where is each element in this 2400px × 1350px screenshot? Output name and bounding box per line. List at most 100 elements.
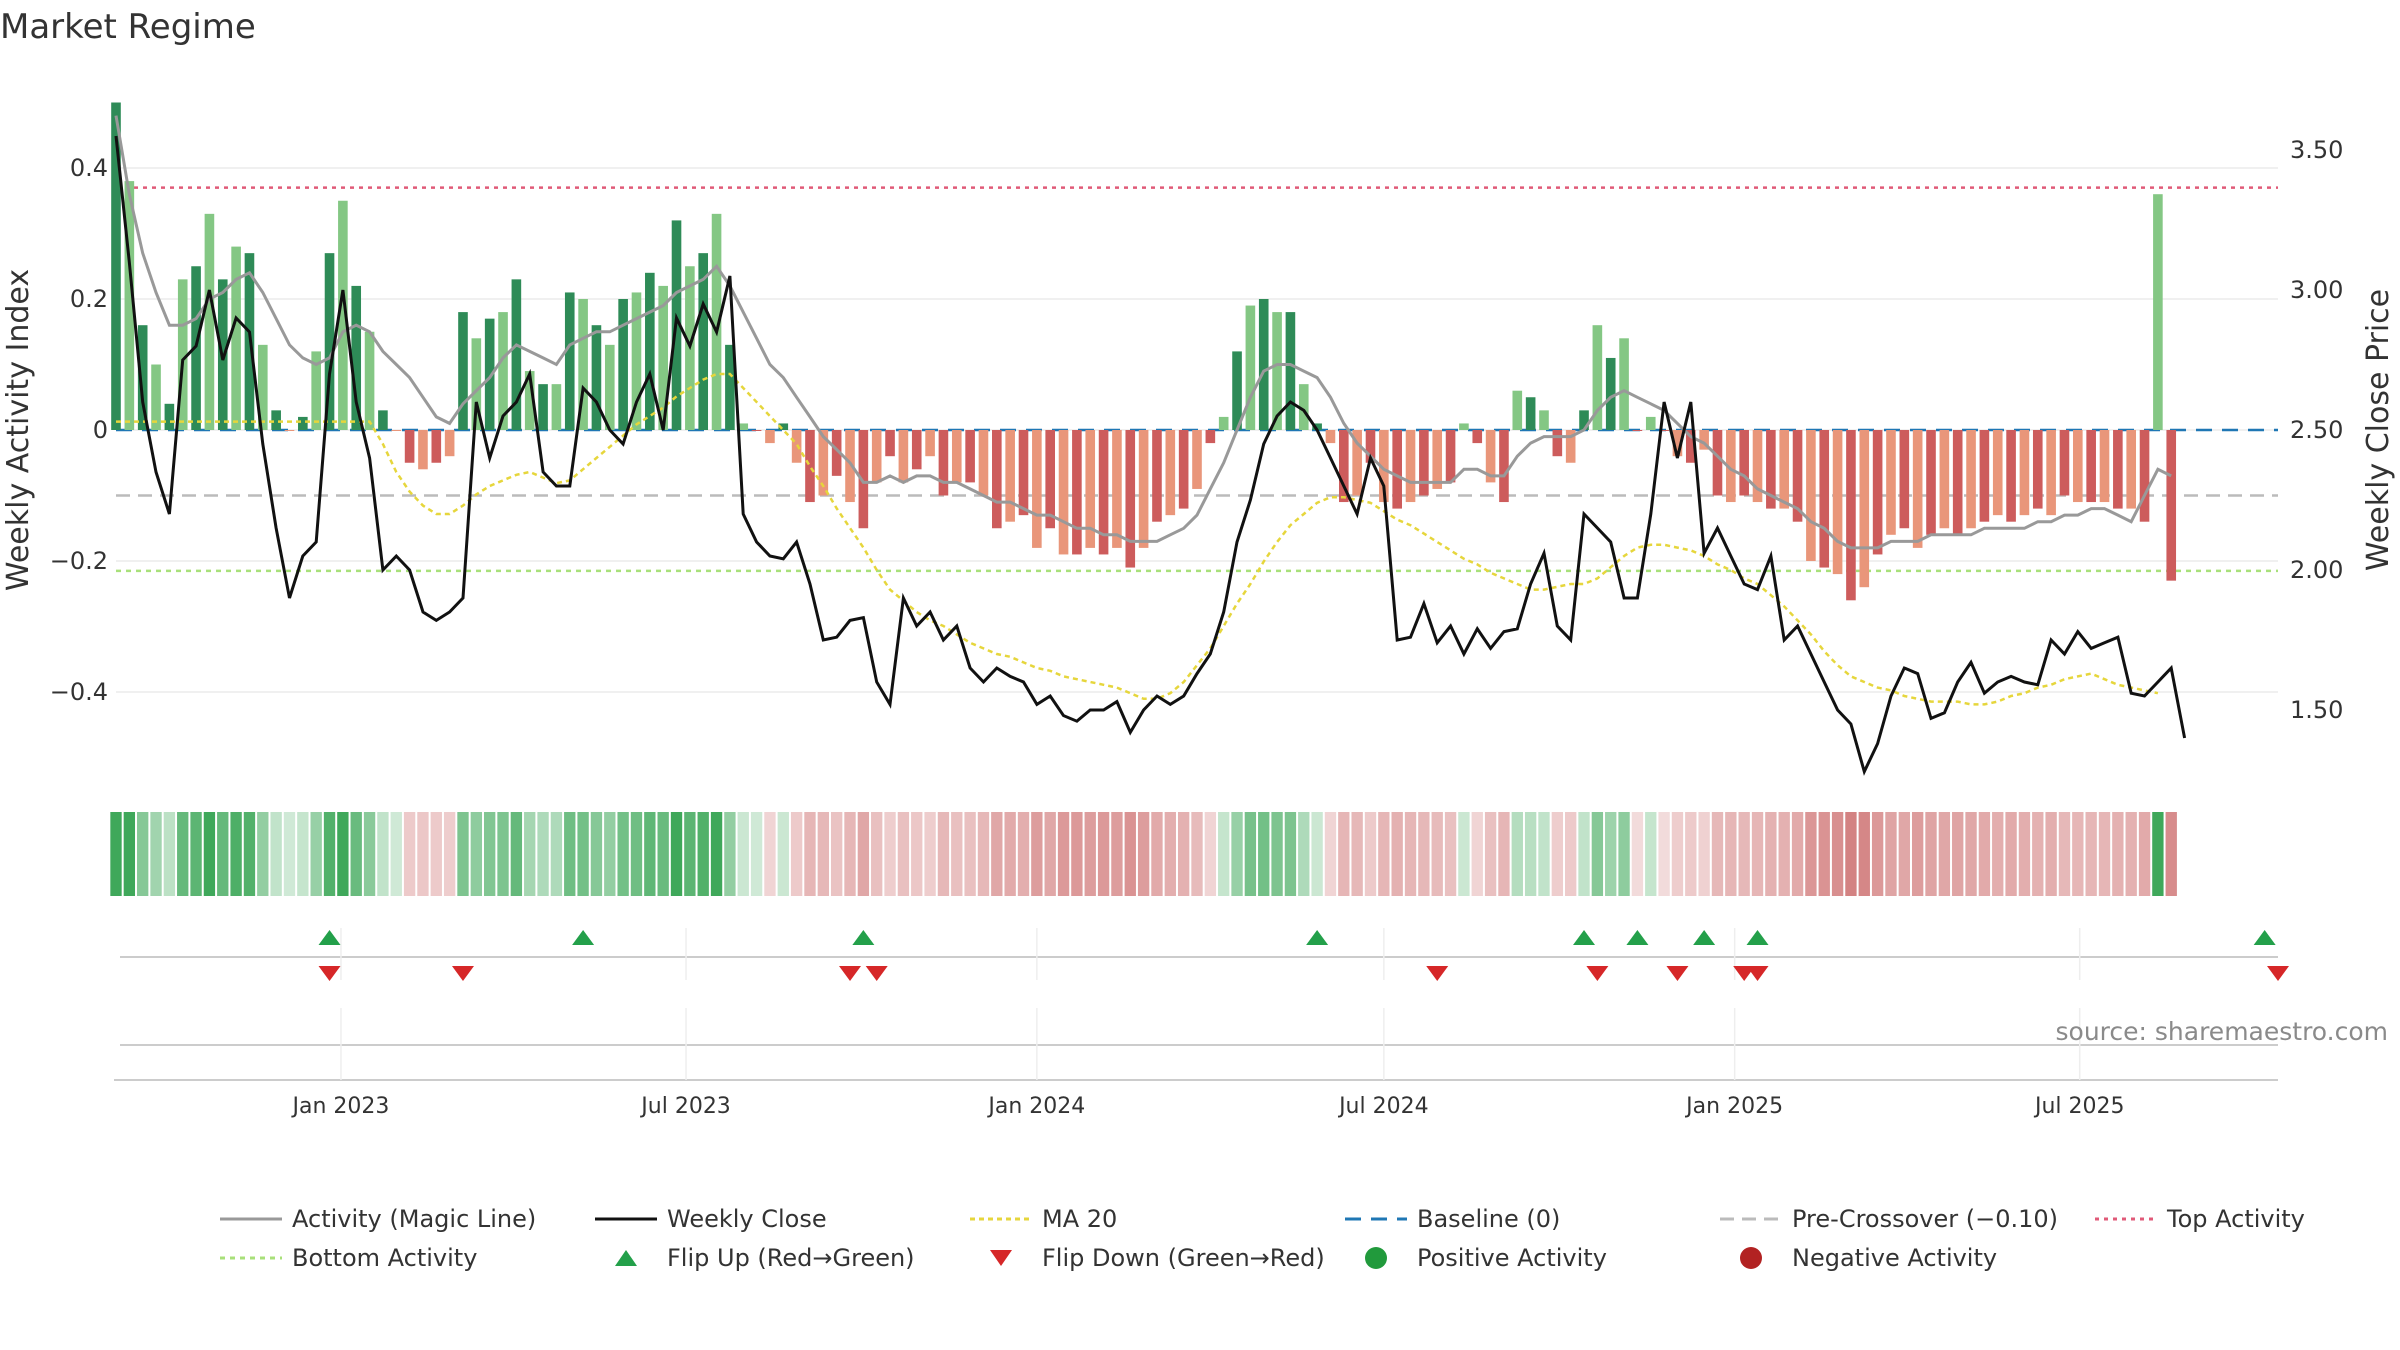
legend-label-negative: Negative Activity <box>1792 1244 1997 1272</box>
regime-strip-cell <box>1911 812 1924 896</box>
regime-strip-cell <box>924 812 936 896</box>
activity-bar <box>1152 430 1162 522</box>
regime-strip-cell <box>937 812 950 896</box>
chart-title: Market Regime <box>0 7 256 47</box>
regime-strip-cell <box>1391 812 1403 896</box>
activity-bar <box>124 181 135 430</box>
flip-down-marker <box>865 966 888 981</box>
regime-strip-cell <box>1605 812 1617 896</box>
regime-strip-cell <box>1551 812 1564 896</box>
regime-strip-cell <box>1404 812 1417 896</box>
activity-bar <box>2006 430 2016 522</box>
regime-strip-cell <box>1565 812 1577 896</box>
activity-bar <box>1752 430 1763 503</box>
regime-strip-cell <box>2138 812 2151 896</box>
regime-strip-cell <box>2018 812 2031 896</box>
activity-bar <box>1432 430 1443 489</box>
regime-strip-cell <box>497 812 509 896</box>
activity-bar <box>1472 430 1483 444</box>
activity-bar <box>1072 430 1082 555</box>
regime-strip-cell <box>1524 812 1537 896</box>
y-tick-right: 3.00 <box>2290 276 2343 304</box>
regime-strip-cell <box>857 812 870 896</box>
activity-bar <box>2032 430 2043 509</box>
activity-bar <box>898 430 909 483</box>
activity-bar <box>524 371 535 430</box>
regime-strip-cell <box>123 812 136 896</box>
regime-strip-cell <box>1004 812 1016 896</box>
legend-label-positive: Positive Activity <box>1417 1244 1607 1272</box>
activity-bar <box>1058 430 1069 555</box>
activity-bar <box>1712 430 1723 496</box>
regime-strip-cell <box>524 812 536 896</box>
x-tick-label: Jul 2025 <box>2033 1094 2125 1119</box>
regime-strip-cell <box>1258 812 1270 896</box>
regime-strip-cell <box>1378 812 1390 896</box>
y-tick-left: 0 <box>93 416 108 444</box>
flip-down-marker <box>1746 966 1769 981</box>
legend-swatch-negative <box>1740 1247 1762 1269</box>
regime-strip-cell <box>2125 812 2137 896</box>
activity-bar <box>1552 430 1563 457</box>
activity-bar <box>1459 423 1469 430</box>
regime-strip-cell <box>2045 812 2057 896</box>
activity-bar <box>1886 430 1896 535</box>
activity-bar <box>458 312 468 430</box>
activity-bar <box>1419 430 1429 496</box>
legend-label-bottom_activity: Bottom Activity <box>292 1244 477 1272</box>
activity-bar <box>1966 430 1976 529</box>
activity-bar <box>1619 338 1629 430</box>
regime-strip-cell <box>750 812 763 896</box>
legend-label-baseline: Baseline (0) <box>1417 1205 1560 1233</box>
regime-strip-cell <box>1725 812 1737 896</box>
flip-up-marker <box>572 930 595 945</box>
regime-strip-cell <box>911 812 923 896</box>
activity-bar <box>404 430 415 463</box>
regime-strip-cell <box>630 812 643 896</box>
activity-bar <box>177 279 188 430</box>
activity-bar <box>1325 430 1336 444</box>
activity-bar <box>711 213 722 430</box>
activity-bar <box>418 430 428 470</box>
regime-strip-cell <box>884 812 896 896</box>
regime-strip-cell <box>1618 812 1630 896</box>
activity-bar <box>2099 430 2110 503</box>
activity-bar <box>2059 430 2070 496</box>
timeline-axis: Jan 2023 Jul 2023 Jan 2024 Jul 2024 Jan 2025… <box>114 1008 2278 1119</box>
regime-strip-cell <box>417 812 429 896</box>
regime-strip-cell <box>484 812 496 896</box>
regime-strip-cell <box>1177 812 1190 896</box>
activity-bar <box>978 430 989 496</box>
flip-down-marker <box>1426 966 1449 981</box>
ma20-series <box>116 372 2159 706</box>
regime-strip-cell <box>243 812 256 896</box>
y-tick-left: 0.4 <box>70 154 108 182</box>
activity-bar <box>1485 430 1496 483</box>
regime-strip-cell <box>1031 812 1043 896</box>
flip-down-marker <box>1586 966 1609 981</box>
regime-strip-cell <box>537 812 549 896</box>
activity-bar <box>778 423 789 430</box>
legend-label-magic_line: Activity (Magic Line) <box>292 1205 536 1233</box>
activity-bar <box>1379 430 1389 503</box>
activity-bar <box>1766 430 1776 509</box>
activity-bar <box>925 430 935 457</box>
regime-strip-cell <box>163 812 176 896</box>
activity-bar <box>1979 430 1990 522</box>
regime-strip-cell <box>297 812 309 896</box>
activity-bar <box>2046 430 2056 516</box>
activity-bar <box>1205 430 1216 444</box>
flip-up-marker <box>1306 930 1329 945</box>
regime-strip-cell <box>1338 812 1350 896</box>
regime-strip-cell <box>964 812 976 896</box>
regime-strip-cell <box>1805 812 1817 896</box>
regime-strip-cell <box>1925 812 1937 896</box>
y-axis-right-label: Weekly Close Price <box>2361 289 2396 571</box>
regime-strip-cell <box>1418 812 1430 896</box>
regime-strip-cell <box>377 812 389 896</box>
activity-bar <box>1592 325 1603 430</box>
flip-up-marker <box>2253 930 2276 945</box>
regime-strip-cell <box>2032 812 2044 896</box>
activity-bar <box>578 299 588 430</box>
regime-strip-cell <box>110 812 122 896</box>
